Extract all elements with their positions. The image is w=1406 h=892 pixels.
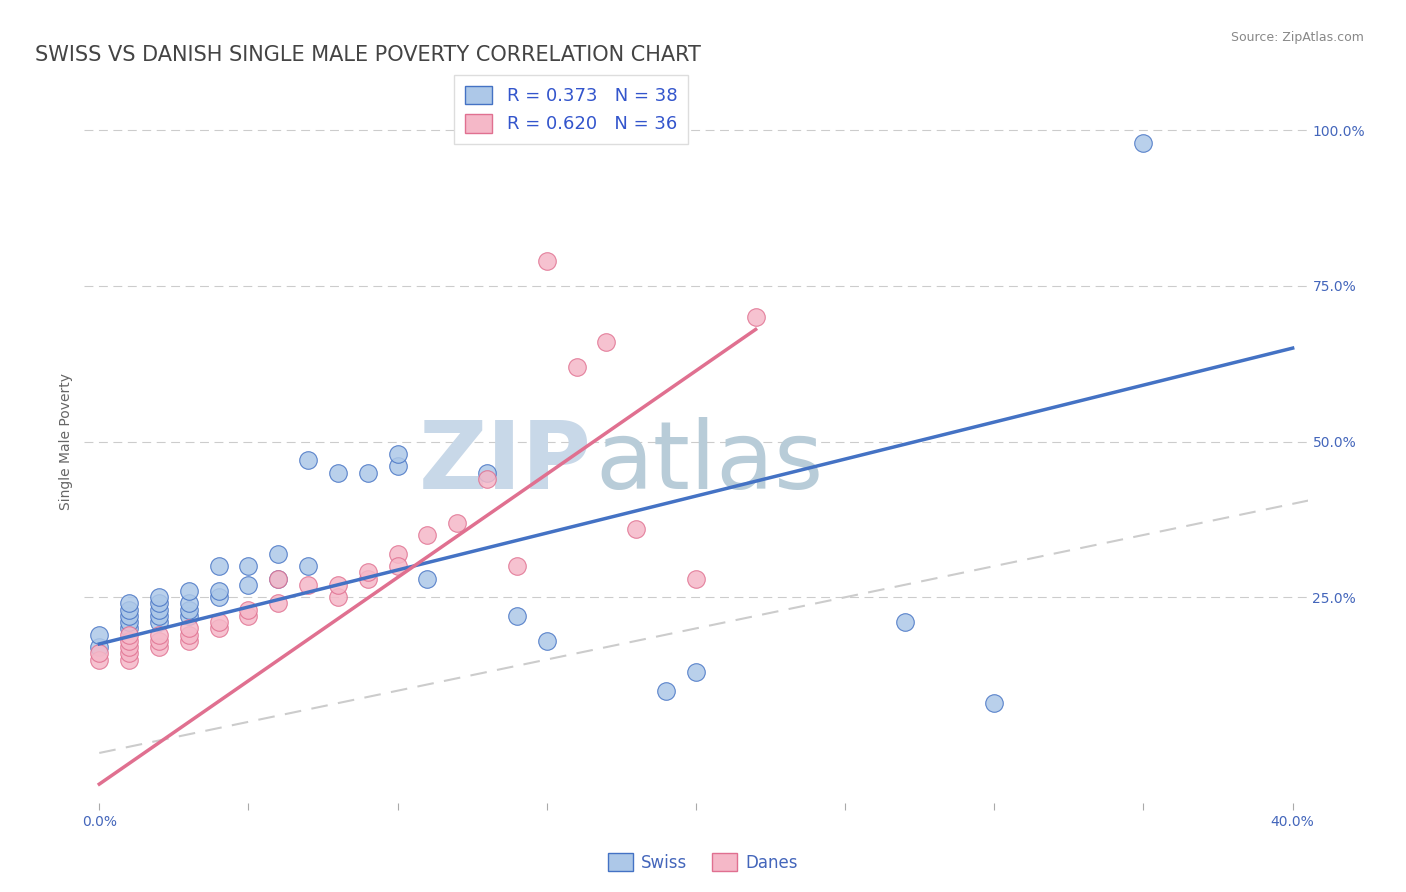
Y-axis label: Single Male Poverty: Single Male Poverty [59, 373, 73, 510]
Point [357, 566, 380, 580]
Point [177, 609, 200, 624]
Point [595, 334, 617, 349]
Text: Source: ZipAtlas.com: Source: ZipAtlas.com [1230, 31, 1364, 45]
Point [387, 447, 409, 461]
Point [118, 597, 141, 611]
Point [655, 683, 678, 698]
Point [685, 572, 707, 586]
Text: ZIP: ZIP [419, 417, 592, 509]
Point [238, 559, 260, 574]
Point [1132, 136, 1154, 150]
Point [118, 627, 141, 641]
Point [207, 584, 229, 599]
Point [506, 609, 529, 624]
Point [506, 559, 529, 574]
Point [177, 621, 200, 635]
Point [238, 578, 260, 592]
Point [744, 310, 766, 324]
Point [416, 528, 439, 542]
Point [177, 584, 200, 599]
Point [416, 572, 439, 586]
Point [177, 603, 200, 617]
Point [536, 253, 558, 268]
Point [118, 633, 141, 648]
Point [475, 472, 498, 486]
Point [148, 591, 170, 605]
Point [326, 466, 349, 480]
Text: atlas: atlas [596, 417, 824, 509]
Point [357, 572, 380, 586]
Point [207, 591, 229, 605]
Point [118, 609, 141, 624]
Point [118, 640, 141, 654]
Point [148, 627, 170, 641]
Point [89, 640, 111, 654]
Point [89, 627, 111, 641]
Point [118, 615, 141, 630]
Point [207, 559, 229, 574]
Point [267, 572, 290, 586]
Point [685, 665, 707, 679]
Point [387, 459, 409, 474]
Point [475, 466, 498, 480]
Point [89, 652, 111, 666]
Point [267, 572, 290, 586]
Point [894, 615, 917, 630]
Point [238, 603, 260, 617]
Point [238, 609, 260, 624]
Point [118, 652, 141, 666]
Point [148, 609, 170, 624]
Point [267, 597, 290, 611]
Point [177, 627, 200, 641]
Point [565, 359, 588, 374]
Point [387, 559, 409, 574]
Text: SWISS VS DANISH SINGLE MALE POVERTY CORRELATION CHART: SWISS VS DANISH SINGLE MALE POVERTY CORR… [35, 45, 702, 65]
Legend: R = 0.373   N = 38, R = 0.620   N = 36: R = 0.373 N = 38, R = 0.620 N = 36 [454, 75, 688, 145]
Point [207, 621, 229, 635]
Point [983, 696, 1005, 710]
Point [148, 640, 170, 654]
Point [297, 578, 319, 592]
Point [118, 646, 141, 660]
Point [387, 547, 409, 561]
Legend: Swiss, Danes: Swiss, Danes [602, 847, 804, 879]
Point [177, 633, 200, 648]
Point [148, 603, 170, 617]
Point [118, 621, 141, 635]
Point [118, 603, 141, 617]
Point [148, 615, 170, 630]
Point [446, 516, 468, 530]
Point [357, 466, 380, 480]
Point [297, 453, 319, 467]
Point [89, 646, 111, 660]
Point [536, 633, 558, 648]
Point [626, 522, 648, 536]
Point [297, 559, 319, 574]
Point [148, 633, 170, 648]
Point [326, 591, 349, 605]
Point [207, 615, 229, 630]
Point [148, 597, 170, 611]
Point [267, 547, 290, 561]
Point [326, 578, 349, 592]
Point [177, 597, 200, 611]
